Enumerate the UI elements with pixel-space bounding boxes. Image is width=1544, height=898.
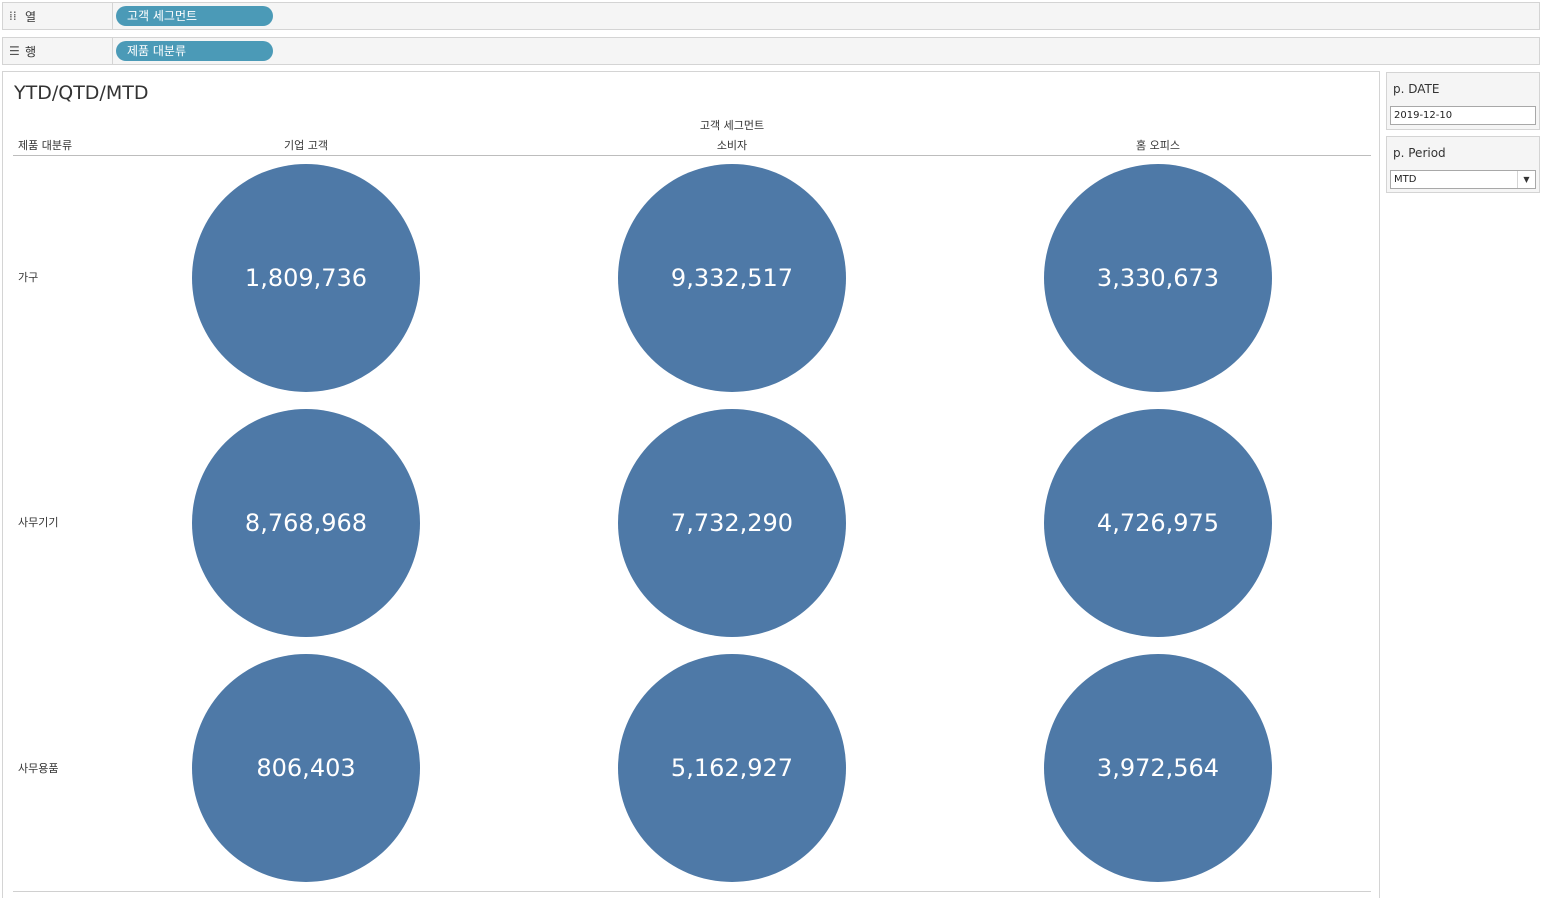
circle-mark[interactable]: 3,330,673 (1044, 164, 1272, 392)
mark-label: 4,726,975 (1096, 509, 1220, 537)
rows-shelf-label: ☰ 행 (3, 38, 113, 64)
row-header-title: 제품 대분류 (18, 139, 73, 152)
columns-shelf-label-text: 열 (25, 9, 37, 24)
circle-mark[interactable]: 1,809,736 (192, 164, 420, 392)
rows-icon: ☰ (9, 44, 20, 58)
rows-shelf-label-text: 행 (25, 44, 37, 59)
circle-mark[interactable]: 8,768,968 (192, 409, 420, 637)
circle-mark[interactable]: 5,162,927 (618, 654, 846, 882)
mark-label: 9,332,517 (670, 264, 794, 292)
header-divider (13, 155, 1371, 156)
viz-panel: YTD/QTD/MTD 고객 세그먼트 제품 대분류 기업 고객 소비자 홈 오… (2, 71, 1380, 898)
row-label-office-supplies: 사무용품 (18, 762, 59, 775)
column-header-corporate: 기업 고객 (284, 139, 328, 152)
columns-icon: ⁞⁞ (9, 9, 17, 23)
mark-label: 3,330,673 (1096, 264, 1220, 292)
circle-mark[interactable]: 806,403 (192, 654, 420, 882)
columns-shelf-label: ⁞⁞ 열 (3, 3, 113, 29)
row-label-furniture: 가구 (18, 271, 39, 284)
rows-shelf: ☰ 행 제품 대분류 (2, 37, 1540, 65)
columns-shelf: ⁞⁞ 열 고객 세그먼트 (2, 2, 1540, 30)
circle-mark[interactable]: 3,972,564 (1044, 654, 1272, 882)
mark-label: 5,162,927 (670, 754, 794, 782)
circle-mark[interactable]: 4,726,975 (1044, 409, 1272, 637)
mark-label: 806,403 (256, 754, 356, 782)
mark-label: 1,809,736 (244, 264, 368, 292)
chevron-down-icon[interactable]: ▼ (1517, 171, 1535, 188)
circle-mark[interactable]: 7,732,290 (618, 409, 846, 637)
bottom-divider (13, 891, 1371, 892)
parameter-period-title: p. Period (1393, 146, 1446, 160)
period-dropdown-value: MTD (1394, 174, 1417, 185)
mark-label: 8,768,968 (244, 509, 368, 537)
mark-label: 3,972,564 (1096, 754, 1220, 782)
parameter-date-title: p. DATE (1393, 82, 1440, 96)
row-pill-category[interactable]: 제품 대분류 (116, 41, 273, 61)
column-header-home-office: 홈 오피스 (1136, 139, 1180, 152)
parameter-period-card: p. Period MTD ▼ (1386, 136, 1540, 193)
viz-title: YTD/QTD/MTD (14, 82, 149, 104)
column-header-consumer: 소비자 (716, 139, 748, 152)
mark-label: 7,732,290 (670, 509, 794, 537)
column-group-header: 고객 세그먼트 (699, 119, 765, 132)
date-input[interactable]: 2019-12-10 (1390, 106, 1536, 125)
column-pill-segment[interactable]: 고객 세그먼트 (116, 6, 273, 26)
row-label-office-machines: 사무기기 (18, 516, 59, 529)
parameter-date-card: p. DATE 2019-12-10 (1386, 72, 1540, 130)
circle-mark[interactable]: 9,332,517 (618, 164, 846, 392)
period-dropdown[interactable]: MTD ▼ (1390, 170, 1536, 189)
